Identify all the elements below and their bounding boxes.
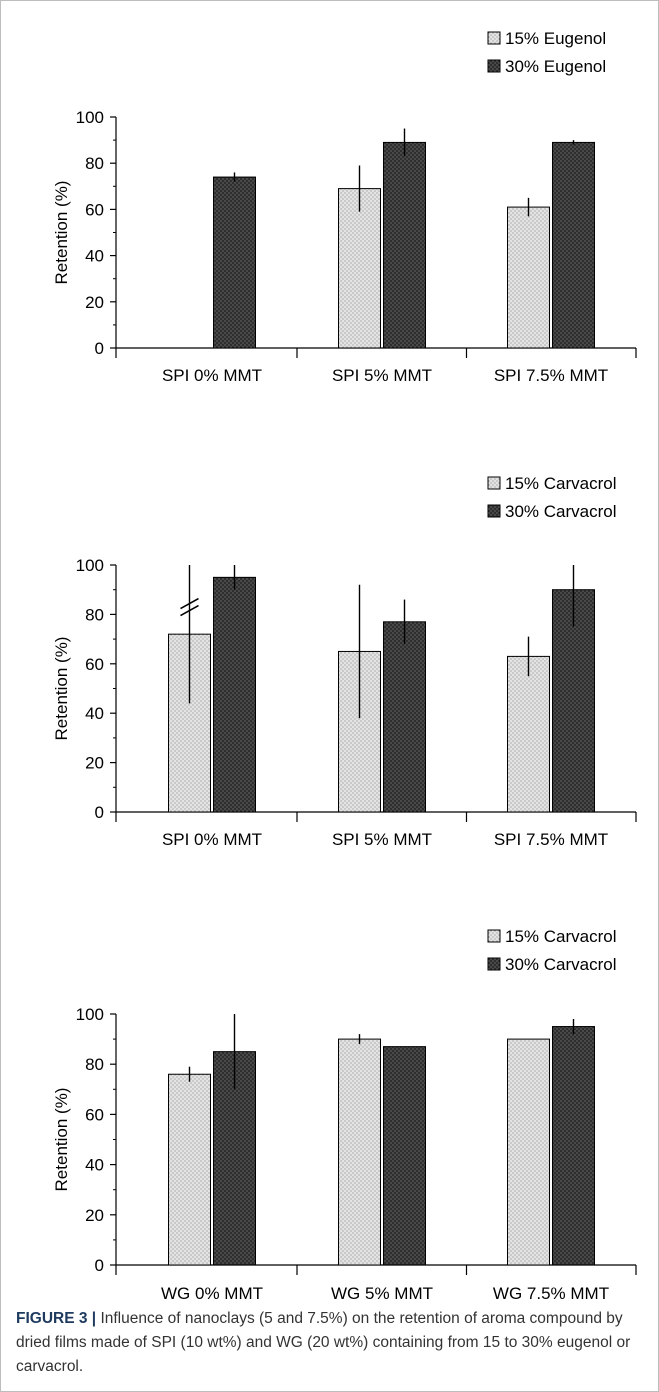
- legend-swatch: [487, 476, 501, 490]
- y-tick-label: 60: [85, 200, 104, 219]
- y-tick-label: 20: [85, 1206, 104, 1225]
- x-category-label: WG 5% MMT: [331, 1284, 433, 1303]
- caption-text: Influence of nanoclays (5 and 7.5%) on t…: [16, 1310, 631, 1375]
- legend-label: 30% Eugenol: [505, 57, 606, 76]
- legend-label: 30% Carvacrol: [505, 502, 617, 521]
- bar-light: [507, 206, 550, 349]
- legend-label: 30% Carvacrol: [505, 955, 617, 974]
- y-tick-label: 60: [85, 1105, 104, 1124]
- bar-light: [168, 1073, 211, 1266]
- bar-dark: [383, 141, 426, 349]
- legend-swatch: [487, 957, 501, 971]
- y-tick-label: 100: [76, 108, 104, 127]
- y-tick-label: 80: [85, 154, 104, 173]
- x-category-label: SPI 7.5% MMT: [494, 366, 608, 385]
- y-tick-label: 40: [85, 1156, 104, 1175]
- bar-light: [507, 655, 550, 813]
- chart-1: 0 20 40 60 80 100 SPI 0% MMT SPI 5% MMT SPI 7.5%…: [52, 29, 637, 385]
- x-category-label: SPI 5% MMT: [332, 830, 432, 849]
- y-tick-label: 20: [85, 754, 104, 773]
- y-axis-title: Retention (%): [52, 1088, 71, 1192]
- bar-dark: [213, 576, 256, 813]
- bar-light: [338, 1038, 381, 1266]
- bar-dark: [552, 1026, 595, 1266]
- figure-caption: FIGURE 3 | Influence of nanoclays (5 and…: [16, 1307, 636, 1379]
- axis-break-slash: [180, 604, 199, 617]
- y-axis-title: Retention (%): [52, 637, 71, 741]
- legend-label: 15% Carvacrol: [505, 474, 617, 493]
- bar-dark: [552, 141, 595, 349]
- axis-break-slash: [180, 597, 199, 610]
- legend-swatch: [487, 31, 501, 45]
- legend-swatch: [487, 59, 501, 73]
- y-axis-title: Retention (%): [52, 181, 71, 285]
- legend-swatch: [487, 504, 501, 518]
- y-tick-label: 0: [95, 1256, 104, 1275]
- bar-light: [338, 188, 381, 349]
- x-category-label: WG 7.5% MMT: [493, 1284, 609, 1303]
- y-tick-label: 0: [95, 339, 104, 358]
- y-tick-label: 60: [85, 655, 104, 674]
- x-category-label: WG 0% MMT: [161, 1284, 263, 1303]
- y-tick-label: 80: [85, 605, 104, 624]
- y-tick-label: 100: [76, 556, 104, 575]
- y-tick-label: 40: [85, 704, 104, 723]
- legend-label: 15% Carvacrol: [505, 927, 617, 946]
- bar-dark: [213, 176, 256, 349]
- x-category-label: SPI 7.5% MMT: [494, 830, 608, 849]
- bar-dark: [383, 1046, 426, 1266]
- chart-2: 0 20 40 60 80 100 SPI 0% MMT SPI 5% MMT SPI 7.5%…: [52, 474, 637, 849]
- y-tick-label: 80: [85, 1055, 104, 1074]
- caption-label: FIGURE 3 |: [16, 1310, 97, 1327]
- y-tick-label: 100: [76, 1005, 104, 1024]
- x-category-label: SPI 0% MMT: [162, 366, 262, 385]
- bar-dark: [383, 621, 426, 813]
- y-tick-label: 40: [85, 247, 104, 266]
- bar-light: [507, 1038, 550, 1266]
- legend-label: 15% Eugenol: [505, 29, 606, 48]
- x-category-label: SPI 0% MMT: [162, 830, 262, 849]
- y-tick-label: 0: [95, 803, 104, 822]
- chart-3: 0 20 40 60 80 100 WG 0% MMT WG 5% MMT WG 7.5% MM…: [52, 927, 637, 1303]
- legend-swatch: [487, 929, 501, 943]
- x-category-label: SPI 5% MMT: [332, 366, 432, 385]
- y-tick-label: 20: [85, 293, 104, 312]
